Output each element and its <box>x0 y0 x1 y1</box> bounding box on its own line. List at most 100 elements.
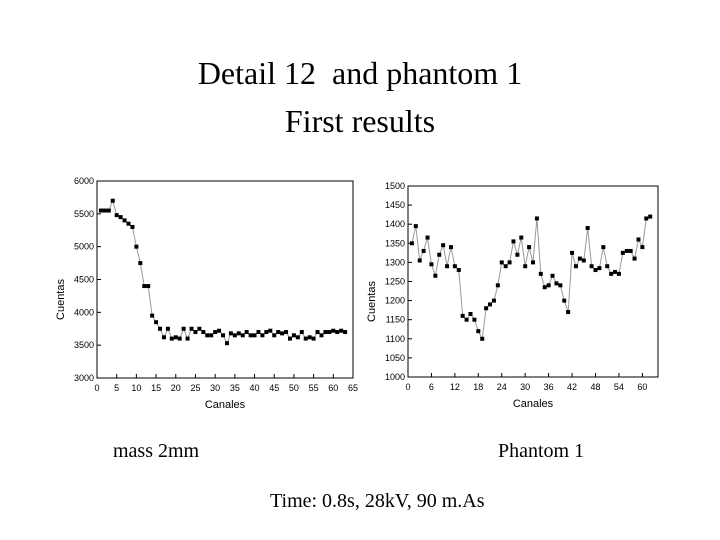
data-point <box>287 336 292 341</box>
data-point <box>244 330 249 335</box>
data-point <box>295 335 300 340</box>
data-point <box>624 248 629 253</box>
data-point <box>491 298 496 303</box>
data-point <box>456 268 461 273</box>
caption: Time: 0.8s, 28kV, 90 m.As <box>270 490 485 512</box>
data-point <box>197 326 202 331</box>
data-point <box>616 271 621 276</box>
data-point <box>177 336 182 341</box>
data-point <box>98 208 103 213</box>
data-line <box>100 199 346 345</box>
data-point <box>221 333 226 338</box>
data-point <box>648 214 653 219</box>
data-point <box>158 326 163 331</box>
x-axis-label: Canales <box>205 399 246 411</box>
x-tick-label: 20 <box>171 383 181 393</box>
y-tick-label: 1400 <box>385 219 405 229</box>
data-point <box>343 330 348 335</box>
y-tick-label: 6000 <box>74 176 94 186</box>
y-tick-label: 1300 <box>385 257 405 267</box>
data-point <box>585 226 590 231</box>
x-tick-label: 0 <box>94 383 99 393</box>
data-point <box>554 281 559 286</box>
x-tick-label: 50 <box>289 383 299 393</box>
data-point <box>523 264 528 269</box>
caption: Phantom 1 <box>498 440 584 462</box>
data-point <box>601 245 606 250</box>
data-point <box>280 331 285 336</box>
data-point <box>240 333 245 338</box>
y-tick-label: 3000 <box>74 373 94 383</box>
data-point <box>284 330 289 335</box>
data-point <box>644 216 649 221</box>
data-point <box>421 248 426 253</box>
data-point <box>507 260 512 265</box>
data-point <box>499 260 504 265</box>
data-point <box>452 264 457 269</box>
data-point <box>110 198 115 203</box>
data-point <box>550 273 555 278</box>
x-tick-label: 42 <box>567 382 577 392</box>
data-point <box>609 271 614 276</box>
data-point <box>519 235 524 240</box>
data-point <box>339 328 344 333</box>
data-point <box>632 256 637 261</box>
y-tick-label: 5000 <box>74 242 94 252</box>
data-point <box>181 326 186 331</box>
data-point <box>185 336 190 341</box>
data-point <box>636 237 641 242</box>
data-point <box>236 331 241 336</box>
data-point <box>256 330 261 335</box>
x-tick-label: 25 <box>190 383 200 393</box>
x-tick-label: 65 <box>348 383 358 393</box>
x-tick-label: 45 <box>269 383 279 393</box>
data-point <box>224 341 229 346</box>
x-tick-label: 12 <box>450 382 460 392</box>
data-point <box>511 239 516 244</box>
data-point <box>460 313 465 318</box>
x-tick-label: 60 <box>637 382 647 392</box>
x-tick-label: 18 <box>473 382 483 392</box>
data-point <box>593 268 598 273</box>
data-point <box>173 335 178 340</box>
y-axis-label: Cuentas <box>55 279 67 320</box>
data-point <box>323 330 328 335</box>
x-tick-label: 40 <box>250 383 260 393</box>
data-line <box>411 216 651 341</box>
data-point <box>327 330 332 335</box>
data-point <box>217 328 222 333</box>
data-point <box>146 284 151 289</box>
data-point <box>213 330 218 335</box>
data-point <box>272 333 277 338</box>
data-point <box>538 271 543 276</box>
data-point <box>480 336 485 341</box>
title-line: Detail 12 and phantom 1 <box>198 55 522 91</box>
data-point <box>597 266 602 271</box>
plot-frame <box>407 185 659 378</box>
data-point <box>527 245 532 250</box>
data-point <box>417 258 422 263</box>
x-tick-label: 36 <box>544 382 554 392</box>
data-point <box>542 285 547 290</box>
data-point <box>472 317 477 322</box>
y-tick-label: 3500 <box>74 340 94 350</box>
caption: mass 2mm <box>113 440 200 462</box>
data-point <box>209 333 214 338</box>
x-tick-label: 48 <box>590 382 600 392</box>
data-point <box>118 215 123 220</box>
data-point <box>248 333 253 338</box>
x-tick-label: 55 <box>309 383 319 393</box>
data-point <box>562 298 567 303</box>
data-point <box>581 258 586 263</box>
y-axis-label: Cuentas <box>366 281 378 322</box>
x-tick-label: 35 <box>230 383 240 393</box>
data-point <box>503 264 508 269</box>
x-tick-label: 30 <box>210 383 220 393</box>
data-point <box>299 330 304 335</box>
data-point <box>161 335 166 340</box>
data-point <box>573 264 578 269</box>
data-point <box>138 261 143 266</box>
x-tick-label: 30 <box>520 382 530 392</box>
data-point <box>589 264 594 269</box>
